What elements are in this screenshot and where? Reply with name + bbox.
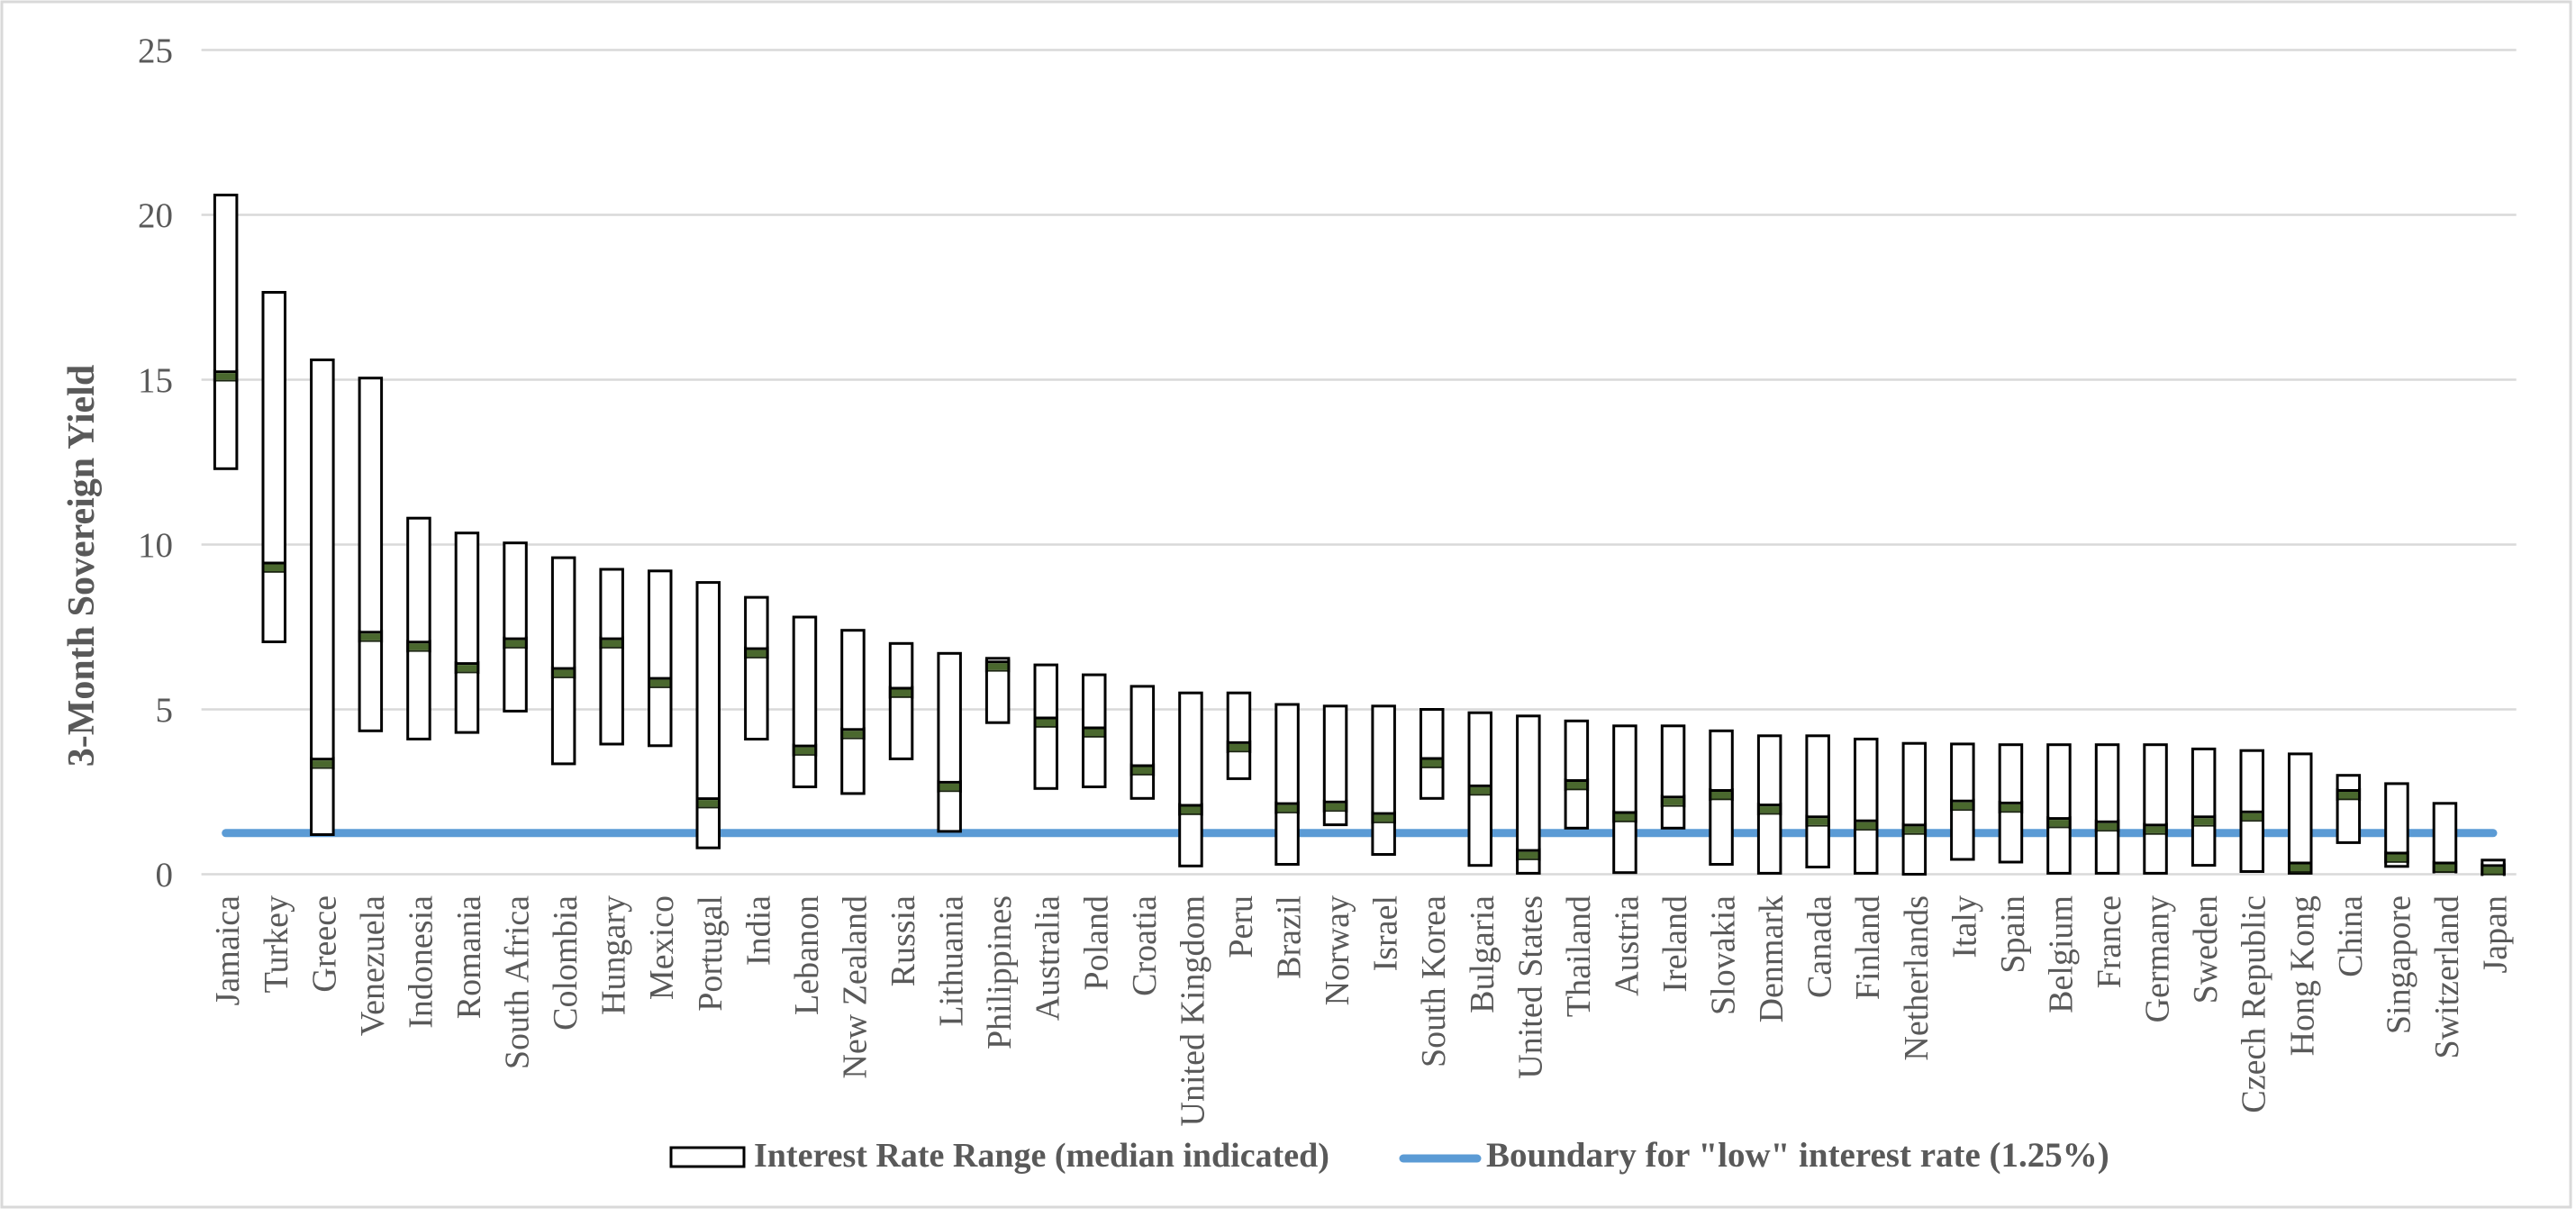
svg-text:Austria: Austria xyxy=(1608,895,1646,996)
svg-text:Italy: Italy xyxy=(1946,895,1983,958)
svg-text:Venezuela: Venezuela xyxy=(354,895,392,1036)
svg-text:Thailand: Thailand xyxy=(1560,895,1598,1017)
svg-text:Slovakia: Slovakia xyxy=(1705,895,1743,1015)
svg-text:South Africa: South Africa xyxy=(499,895,537,1069)
svg-text:Russia: Russia xyxy=(884,895,922,986)
svg-text:Spain: Spain xyxy=(1994,895,2032,974)
svg-text:Belgium: Belgium xyxy=(2043,895,2081,1013)
svg-text:Australia: Australia xyxy=(1029,895,1067,1021)
svg-text:Boundary for "low" interest ra: Boundary for "low" interest rate (1.25%) xyxy=(1486,1136,2109,1175)
svg-text:South Korea: South Korea xyxy=(1415,895,1453,1067)
svg-text:New Zealand: New Zealand xyxy=(837,895,875,1079)
svg-text:Switzerland: Switzerland xyxy=(2428,895,2466,1059)
svg-text:20: 20 xyxy=(138,196,173,235)
svg-text:Poland: Poland xyxy=(1077,895,1115,991)
svg-text:Jamaica: Jamaica xyxy=(209,895,247,1006)
svg-text:Japan: Japan xyxy=(2477,895,2515,974)
svg-text:Denmark: Denmark xyxy=(1753,895,1791,1022)
svg-text:Mexico: Mexico xyxy=(643,895,681,1000)
svg-text:China: China xyxy=(2332,895,2370,977)
svg-text:Sweden: Sweden xyxy=(2187,895,2225,1004)
svg-text:Germany: Germany xyxy=(2139,895,2177,1022)
svg-text:United Kingdom: United Kingdom xyxy=(1174,895,1211,1126)
svg-text:Croatia: Croatia xyxy=(1126,895,1164,996)
svg-text:0: 0 xyxy=(156,856,174,895)
svg-text:5: 5 xyxy=(156,691,174,730)
svg-text:Indonesia: Indonesia xyxy=(402,895,440,1029)
svg-text:10: 10 xyxy=(138,526,173,565)
svg-text:25: 25 xyxy=(138,32,173,70)
svg-text:United States: United States xyxy=(1511,895,1549,1079)
svg-text:Philippines: Philippines xyxy=(981,895,1019,1049)
svg-text:Portugal: Portugal xyxy=(692,895,730,1012)
svg-text:Finland: Finland xyxy=(1849,895,1887,1000)
svg-text:Hungary: Hungary xyxy=(595,895,633,1015)
svg-text:Hong Kong: Hong Kong xyxy=(2283,895,2321,1056)
svg-text:Lebanon: Lebanon xyxy=(788,895,826,1015)
svg-text:Interest Rate Range (median in: Interest Rate Range (median indicated) xyxy=(754,1137,1329,1175)
svg-text:Netherlands: Netherlands xyxy=(1898,895,1936,1061)
svg-text:Brazil: Brazil xyxy=(1271,895,1309,979)
svg-text:Colombia: Colombia xyxy=(547,895,585,1031)
svg-text:Romania: Romania xyxy=(450,895,488,1019)
svg-text:Ireland: Ireland xyxy=(1656,895,1694,993)
svg-text:Canada: Canada xyxy=(1801,895,1839,998)
svg-text:3-Month Sovereign Yield: 3-Month Sovereign Yield xyxy=(61,365,103,767)
svg-text:India: India xyxy=(739,895,777,966)
svg-text:Turkey: Turkey xyxy=(258,895,295,993)
svg-text:France: France xyxy=(2091,895,2128,988)
svg-text:Bulgaria: Bulgaria xyxy=(1464,895,1501,1013)
svg-text:15: 15 xyxy=(138,361,173,400)
svg-text:Israel: Israel xyxy=(1367,895,1405,971)
svg-text:Czech Republic: Czech Republic xyxy=(2236,895,2273,1113)
svg-text:Norway: Norway xyxy=(1319,895,1356,1005)
svg-text:Lithuania: Lithuania xyxy=(933,895,971,1027)
svg-text:Singapore: Singapore xyxy=(2380,895,2417,1034)
svg-text:Peru: Peru xyxy=(1222,895,1260,958)
svg-text:Greece: Greece xyxy=(305,895,343,993)
